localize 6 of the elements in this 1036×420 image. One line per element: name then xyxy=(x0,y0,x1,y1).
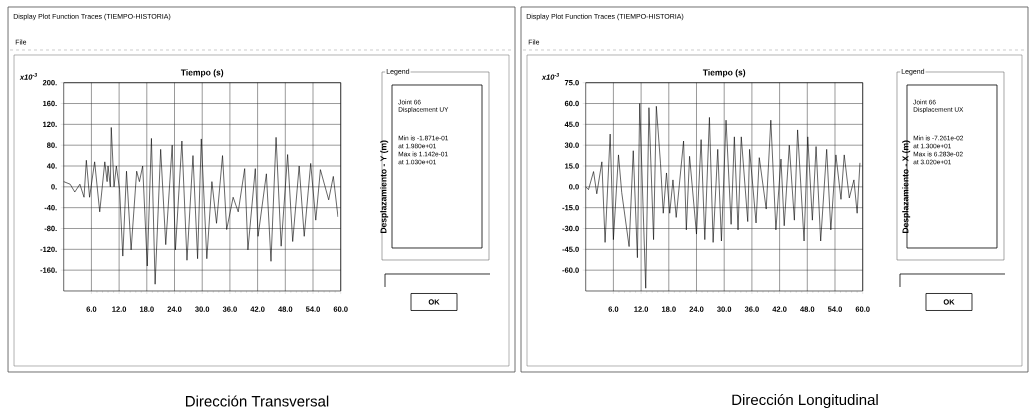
text: Dirección Transversal xyxy=(185,395,329,407)
x-axis-title: Tiempo (s) xyxy=(180,69,224,78)
text: Dirección Longitudinal xyxy=(732,393,878,409)
y-axis-title: Desplazamiento - X (m) xyxy=(902,140,911,234)
x-axis-title: Tiempo (s) xyxy=(702,69,746,78)
y-axis-title: Desplazamiento - Y (m) xyxy=(380,140,389,234)
